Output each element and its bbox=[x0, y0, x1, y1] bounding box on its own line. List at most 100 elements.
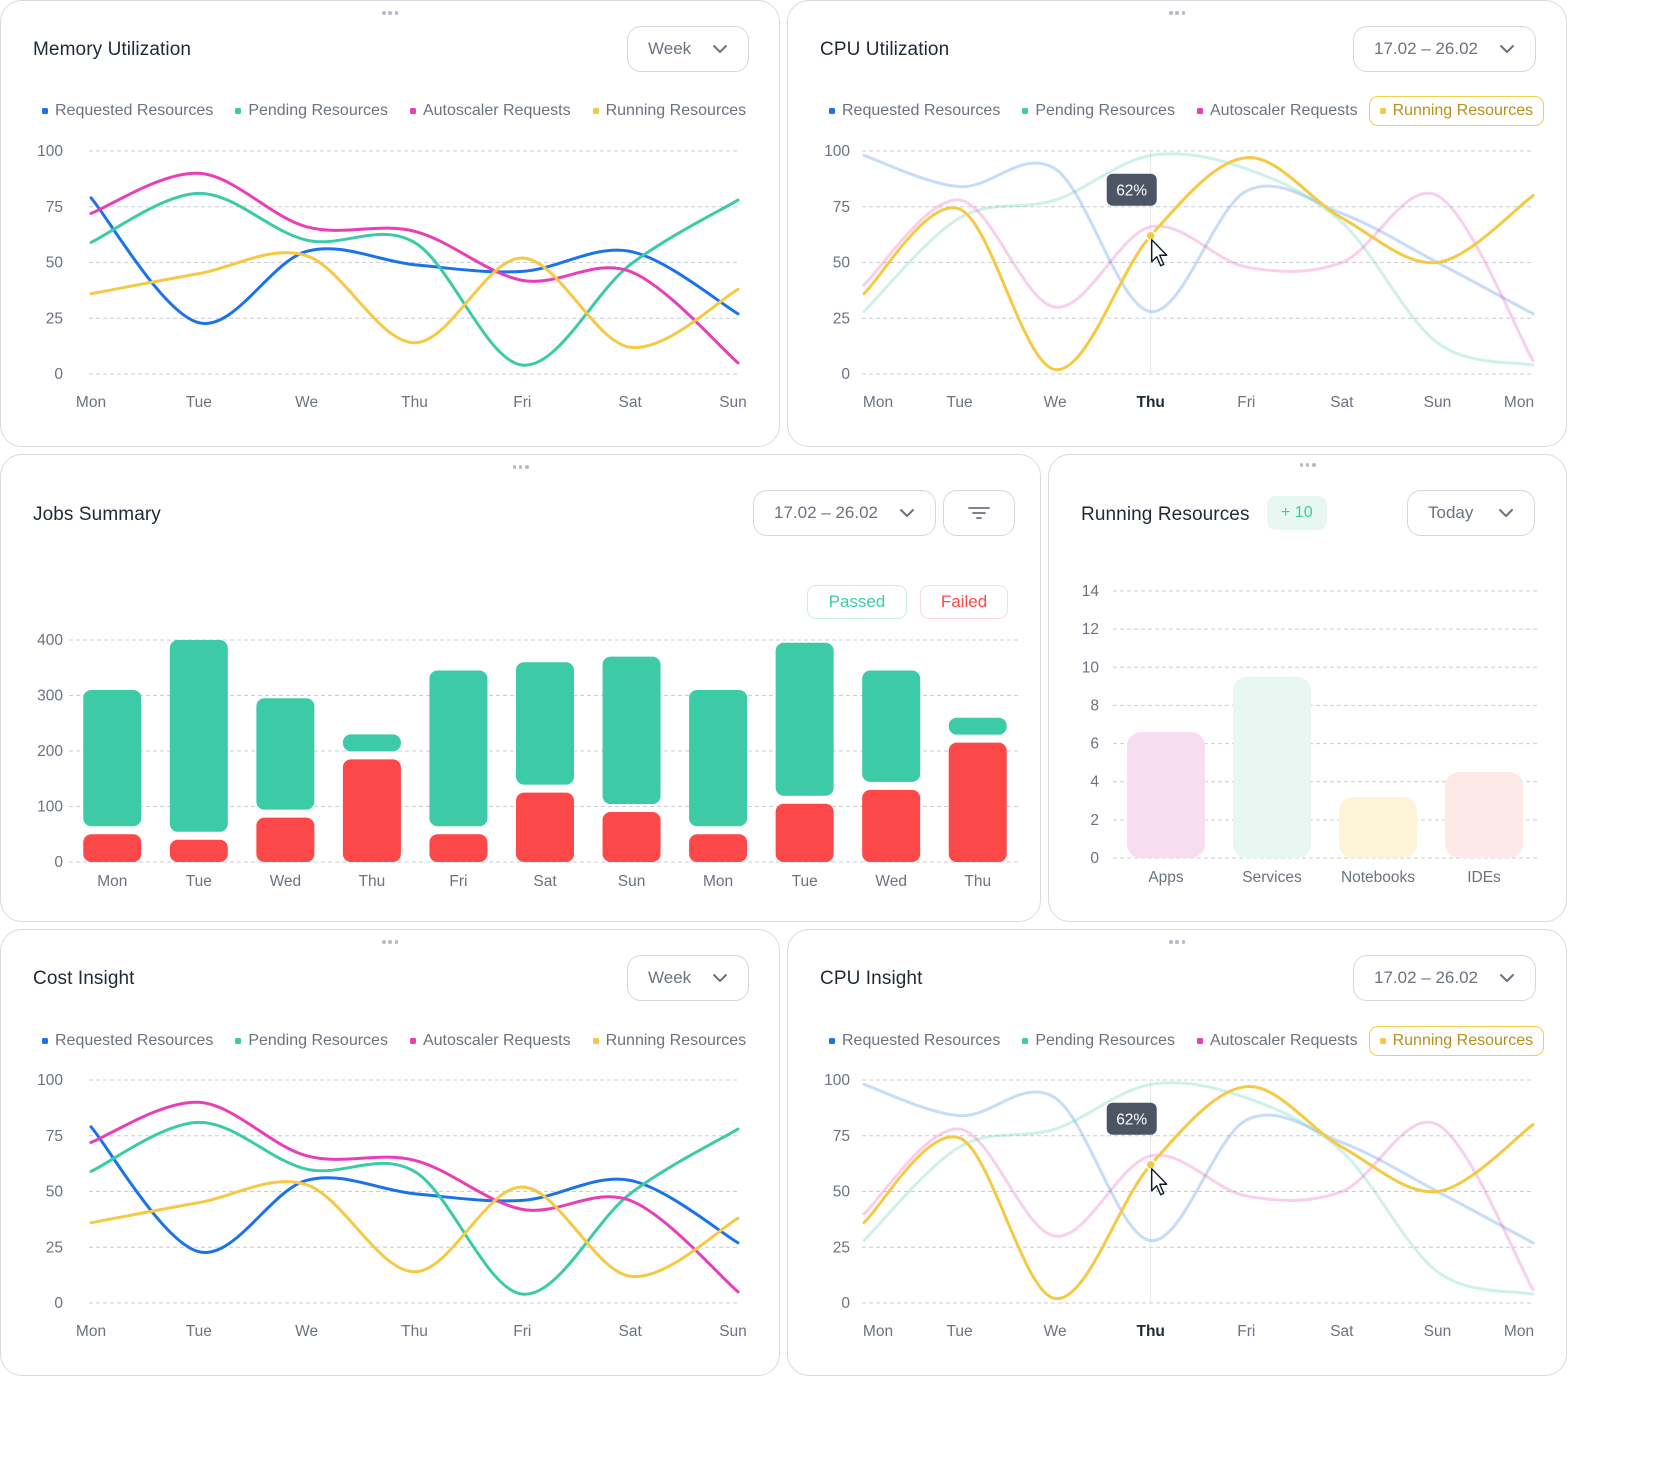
resource-bar bbox=[1445, 772, 1523, 858]
x-tick-label: Sat bbox=[1330, 394, 1354, 411]
series-line bbox=[89, 1120, 740, 1296]
jobs-bar-chart: 400 300 200 100 0 Mon Tue Wed Thu Fri Sat Sun Mon Tue… bbox=[37, 632, 1021, 890]
passed-bar bbox=[83, 689, 142, 827]
legend-running-selected[interactable]: Running Resources bbox=[1368, 1026, 1545, 1056]
legend-running[interactable]: Running Resources bbox=[582, 1026, 758, 1056]
passed-bar bbox=[775, 642, 834, 796]
series-line bbox=[89, 196, 740, 325]
legend-label: Running Resources bbox=[605, 102, 747, 119]
failed-bar bbox=[342, 759, 401, 862]
x-tick-label: Sat bbox=[619, 394, 643, 411]
chart-legend: Requested Resources Pending Resources Au… bbox=[818, 96, 1545, 126]
legend-requested[interactable]: Requested Resources bbox=[818, 96, 1011, 126]
drag-handle-icon[interactable] bbox=[1169, 11, 1185, 15]
legend-pending[interactable]: Pending Resources bbox=[224, 96, 399, 126]
x-tick-label: Sun bbox=[1424, 394, 1452, 411]
legend-pending[interactable]: Pending Resources bbox=[1011, 96, 1186, 126]
x-tick-label: Fri bbox=[449, 873, 467, 890]
card-title: CPU Utilization bbox=[820, 39, 950, 60]
series-line bbox=[862, 156, 1535, 372]
cpu-utilization-card: CPU Utilization 17.02 – 26.02 Requested … bbox=[787, 0, 1567, 447]
legend-label: Requested Resources bbox=[842, 1032, 1001, 1049]
running-resources-card: Running Resources + 10 Today 14 12 10 8 6 4 2 0… bbox=[1048, 454, 1567, 922]
x-tick-label: Notebooks bbox=[1341, 869, 1415, 886]
y-tick-label: 25 bbox=[46, 1239, 63, 1256]
range-dropdown[interactable]: Week bbox=[627, 26, 749, 72]
legend-requested[interactable]: Requested Resources bbox=[31, 1026, 224, 1056]
date-range-dropdown[interactable]: 17.02 – 26.02 bbox=[1353, 26, 1536, 72]
drag-handle-icon[interactable] bbox=[512, 465, 529, 469]
failed-bar bbox=[689, 834, 748, 862]
y-tick-label: 8 bbox=[1090, 697, 1099, 714]
legend-autoscaler[interactable]: Autoscaler Requests bbox=[399, 96, 582, 126]
y-tick-label: 75 bbox=[46, 1128, 63, 1145]
passed-filter-chip[interactable]: Passed bbox=[807, 585, 907, 619]
x-tick-label: Fri bbox=[513, 394, 531, 411]
drag-handle-icon[interactable] bbox=[382, 11, 398, 15]
x-tick-label: Mon bbox=[863, 394, 893, 411]
range-value: Week bbox=[648, 968, 692, 987]
cost-line-chart: 100 75 50 25 0 Mon Tue We Thu Fri Sat Sun bbox=[37, 1072, 747, 1340]
y-tick-label: 75 bbox=[833, 1128, 850, 1145]
chevron-down-icon bbox=[1500, 974, 1514, 982]
card-title: Memory Utilization bbox=[33, 39, 192, 60]
legend-pending[interactable]: Pending Resources bbox=[224, 1026, 399, 1056]
filter-button[interactable] bbox=[943, 490, 1015, 536]
series-line bbox=[862, 191, 1535, 363]
legend-requested[interactable]: Requested Resources bbox=[31, 96, 224, 126]
memory-utilization-card: Memory Utilization Week Requested Resour… bbox=[0, 0, 780, 447]
cursor-icon bbox=[1151, 1168, 1168, 1196]
y-tick-label: 50 bbox=[833, 255, 851, 272]
chevron-down-icon bbox=[1500, 45, 1514, 53]
y-tick-label: 12 bbox=[1082, 621, 1099, 638]
legend-autoscaler[interactable]: Autoscaler Requests bbox=[1186, 96, 1369, 126]
drag-handle-icon[interactable] bbox=[1299, 463, 1316, 467]
series-line bbox=[89, 191, 740, 367]
chevron-down-icon bbox=[713, 45, 727, 53]
failed-bar bbox=[775, 803, 834, 862]
y-tick-label: 100 bbox=[824, 143, 850, 160]
y-tick-label: 200 bbox=[37, 743, 63, 760]
value-tooltip: 62% bbox=[1106, 173, 1157, 206]
range-dropdown[interactable]: Today bbox=[1407, 490, 1535, 536]
y-tick-label: 0 bbox=[1090, 850, 1099, 867]
date-range-dropdown[interactable]: 17.02 – 26.02 bbox=[753, 490, 936, 536]
passed-bar bbox=[169, 640, 228, 832]
legend-label: Autoscaler Requests bbox=[1209, 102, 1358, 119]
x-tick-label: Tue bbox=[186, 1323, 212, 1340]
legend-running-selected[interactable]: Running Resources bbox=[1368, 96, 1545, 126]
card-title: Cost Insight bbox=[33, 968, 135, 989]
passed-bar bbox=[516, 662, 574, 785]
failed-bar bbox=[83, 834, 142, 862]
failed-filter-chip[interactable]: Failed bbox=[920, 585, 1008, 619]
legend-requested[interactable]: Requested Resources bbox=[818, 1026, 1011, 1056]
legend-autoscaler[interactable]: Autoscaler Requests bbox=[399, 1026, 582, 1056]
legend-running[interactable]: Running Resources bbox=[582, 96, 758, 126]
x-tick-label: Sun bbox=[1424, 1323, 1452, 1340]
legend-label: Pending Resources bbox=[1035, 102, 1175, 119]
y-tick-label: 0 bbox=[54, 1295, 63, 1312]
x-tick-label: Mon bbox=[1504, 1323, 1534, 1340]
passed-bar bbox=[602, 656, 661, 805]
series-line bbox=[89, 1180, 740, 1278]
legend-label: Requested Resources bbox=[842, 102, 1001, 119]
passed-bar bbox=[862, 670, 921, 782]
drag-handle-icon[interactable] bbox=[382, 940, 398, 944]
passed-bar bbox=[948, 717, 1007, 735]
x-tick-label: Mon bbox=[863, 1323, 893, 1340]
failed-bar bbox=[169, 839, 228, 862]
range-dropdown[interactable]: Week bbox=[627, 955, 749, 1001]
failed-bar bbox=[256, 817, 315, 862]
running-resources-bar-chart: 14 12 10 8 6 4 2 0 Apps Services Notebooks IDEs bbox=[1082, 583, 1537, 886]
series-line bbox=[89, 1100, 740, 1294]
legend-autoscaler[interactable]: Autoscaler Requests bbox=[1186, 1026, 1369, 1056]
legend-label: Pending Resources bbox=[248, 1032, 388, 1049]
drag-handle-icon[interactable] bbox=[1169, 940, 1185, 944]
date-range-dropdown[interactable]: 17.02 – 26.02 bbox=[1353, 955, 1536, 1001]
x-tick-label: Thu bbox=[359, 873, 386, 890]
legend-pending[interactable]: Pending Resources bbox=[1011, 1026, 1186, 1056]
series-line bbox=[862, 1081, 1535, 1296]
y-tick-label: 0 bbox=[841, 366, 850, 383]
y-tick-label: 25 bbox=[833, 1239, 850, 1256]
cursor-icon bbox=[1151, 239, 1168, 267]
